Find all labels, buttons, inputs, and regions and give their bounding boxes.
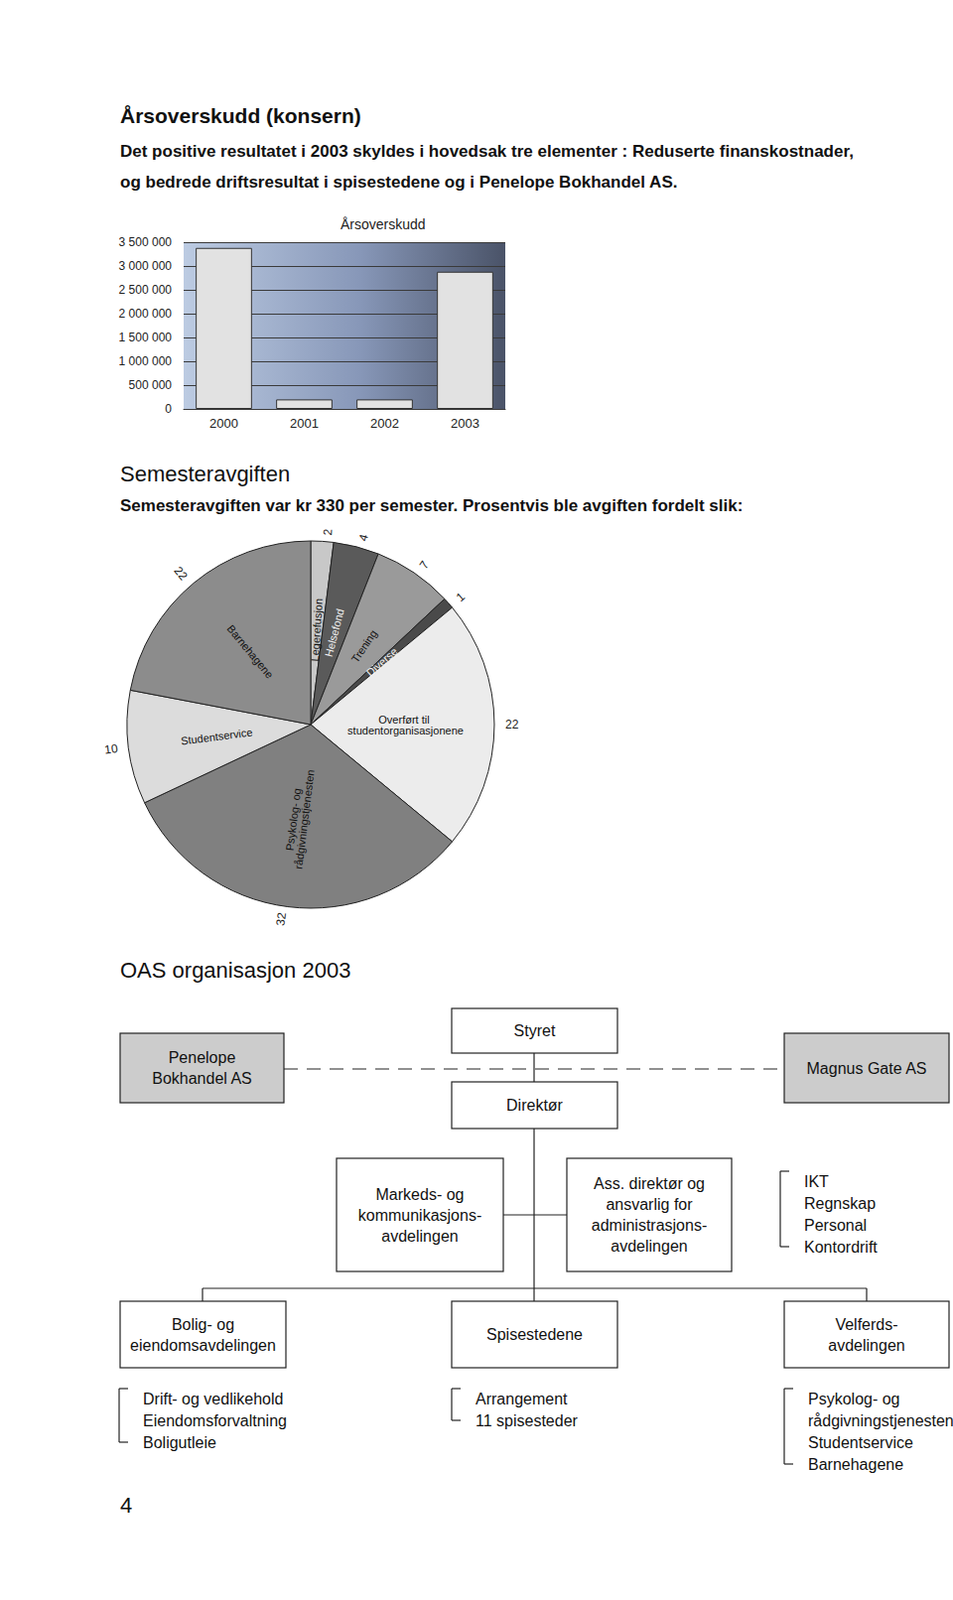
svg-text:Magnus Gate AS: Magnus Gate AS	[807, 1060, 928, 1078]
svg-text:Eiendomsforvaltning: Eiendomsforvaltning	[142, 1412, 287, 1430]
svg-text:Kontordrift: Kontordrift	[804, 1238, 878, 1256]
svg-text:Helsefond: Helsefond	[322, 607, 347, 659]
svg-text:avdelingen: avdelingen	[610, 1237, 687, 1255]
svg-text:eiendomsavdelingen: eiendomsavdelingen	[130, 1337, 276, 1355]
svg-text:Studentservice: Studentservice	[179, 725, 254, 747]
svg-text:Barnehagene: Barnehagene	[224, 622, 275, 681]
svg-text:Psykolog- og: Psykolog- og	[808, 1390, 901, 1408]
svg-text:Drift- og vedlikehold: Drift- og vedlikehold	[142, 1390, 283, 1408]
svg-text:Spisestedene: Spisestedene	[486, 1326, 583, 1344]
svg-text:0: 0	[164, 402, 172, 416]
svg-text:Studentservice: Studentservice	[808, 1434, 914, 1452]
html-text:og bedrede driftsresultat i sp: og bedrede driftsresultat i spisestedene…	[120, 172, 678, 192]
html-text:OAS organisasjon 2003: OAS organisasjon 2003	[120, 957, 351, 983]
svg-text:2: 2	[320, 528, 335, 537]
svg-text:22: 22	[170, 563, 191, 583]
svg-text:avdelingen: avdelingen	[381, 1227, 458, 1245]
html-text:Semesteravgiften: Semesteravgiften	[120, 461, 291, 487]
svg-text:1 000 000: 1 000 000	[119, 354, 173, 369]
svg-text:Barnehagene: Barnehagene	[808, 1456, 904, 1474]
svg-text:Trening: Trening	[348, 627, 380, 665]
svg-text:4: 4	[356, 532, 372, 543]
svg-text:Bolig- og: Bolig- og	[171, 1316, 235, 1334]
svg-text:rådgivningstjenesten: rådgivningstjenesten	[808, 1412, 953, 1430]
svg-text:1: 1	[453, 589, 469, 605]
svg-text:Penelope: Penelope	[168, 1049, 237, 1067]
svg-text:Styret: Styret	[514, 1022, 556, 1040]
svg-text:22: 22	[505, 717, 520, 732]
svg-text:Markeds- og: Markeds- og	[376, 1186, 465, 1204]
svg-text:2003: 2003	[450, 415, 480, 431]
svg-text:Personal: Personal	[804, 1217, 867, 1234]
svg-text:Årsoverskudd: Årsoverskudd	[340, 216, 426, 233]
svg-text:11 spisesteder: 11 spisesteder	[475, 1412, 579, 1430]
svg-text:Arrangement: Arrangement	[475, 1390, 568, 1408]
svg-text:2002: 2002	[370, 415, 400, 431]
html-text:Semesteravgiften var kr 330 pe: Semesteravgiften var kr 330 per semester…	[120, 496, 743, 516]
svg-text:Legerefusjon: Legerefusjon	[308, 598, 325, 662]
svg-text:10: 10	[103, 741, 119, 758]
svg-text:kommunikasjons-: kommunikasjons-	[358, 1207, 482, 1225]
svg-text:Regnskap: Regnskap	[804, 1195, 876, 1213]
svg-text:Bokhandel AS: Bokhandel AS	[151, 1070, 253, 1088]
svg-text:Boligutleie: Boligutleie	[142, 1434, 217, 1452]
svg-text:studentorganisasjonene: studentorganisasjonene	[347, 724, 464, 737]
svg-text:32: 32	[272, 911, 289, 927]
svg-text:3 000 000: 3 000 000	[119, 259, 173, 273]
svg-text:Overført til: Overført til	[378, 713, 433, 726]
svg-text:2 500 000: 2 500 000	[119, 282, 173, 297]
svg-text:IKT: IKT	[804, 1173, 829, 1191]
svg-text:1 500 000: 1 500 000	[119, 330, 173, 345]
html-text:Det positive resultatet i 2003: Det positive resultatet i 2003 skyldes i…	[120, 141, 854, 161]
svg-text:2000: 2000	[209, 415, 239, 431]
html-text:Årsoverskudd (konsern): Årsoverskudd (konsern)	[120, 104, 362, 128]
svg-text:Direktør: Direktør	[506, 1096, 564, 1114]
svg-text:avdelingen: avdelingen	[827, 1337, 905, 1355]
svg-text:ansvarlig for: ansvarlig for	[605, 1196, 693, 1214]
svg-text:Psykolog- og: Psykolog- og	[283, 784, 304, 852]
svg-text:rådgivningstjenesten: rådgivningstjenesten	[291, 769, 317, 870]
html-text:4: 4	[120, 1493, 133, 1518]
svg-text:2001: 2001	[289, 415, 319, 431]
svg-text:Ass. direktør og: Ass. direktør og	[593, 1175, 705, 1193]
svg-text:2 000 000: 2 000 000	[119, 306, 173, 321]
svg-text:administrasjons-: administrasjons-	[591, 1217, 707, 1234]
svg-text:Velferds-: Velferds-	[834, 1316, 898, 1334]
svg-text:7: 7	[416, 557, 433, 572]
svg-text:500 000: 500 000	[129, 378, 173, 393]
svg-text:Diverse: Diverse	[364, 645, 401, 680]
svg-text:3 500 000: 3 500 000	[119, 235, 173, 250]
